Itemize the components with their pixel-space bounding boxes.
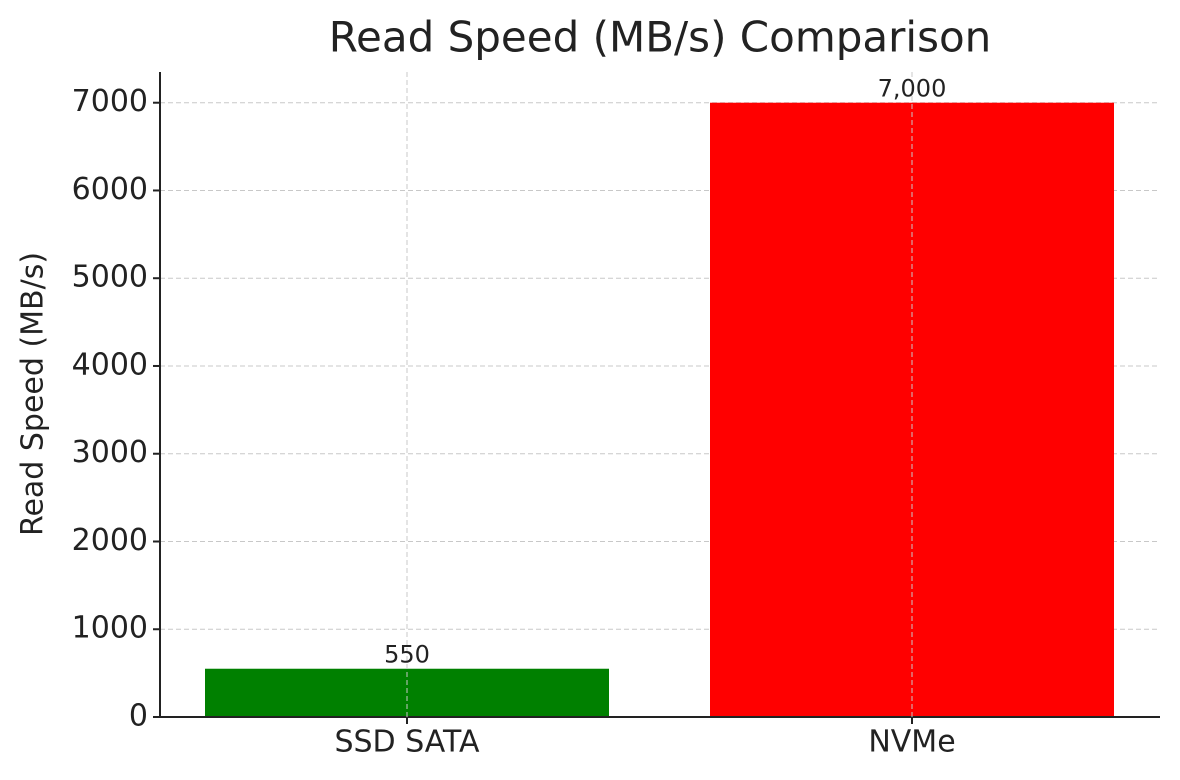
y-tick-label: 4000 [72, 347, 148, 382]
bar-layer [205, 102, 1114, 717]
value-label: 7,000 [878, 75, 947, 103]
y-tick-label: 2000 [72, 523, 148, 558]
y-tick-label: 0 [129, 699, 148, 734]
y-tick-label: 7000 [72, 84, 148, 119]
chart-title: Read Speed (MB/s) Comparison [329, 13, 992, 62]
value-label: 550 [384, 641, 430, 669]
label-layer: 0 1000 2000 3000 4000 5000 6000 7000 SSD SATA 550… [72, 72, 956, 760]
x-tick-label: NVMe [868, 725, 955, 760]
x-tick-label: SSD SATA [334, 725, 480, 760]
y-tick-label: 1000 [72, 611, 148, 646]
y-tick-label: 5000 [72, 260, 148, 295]
y-tick-label: 3000 [72, 435, 148, 470]
y-tick-label: 6000 [72, 172, 148, 207]
y-axis-label: Read Speed (MB/s) [16, 252, 51, 536]
